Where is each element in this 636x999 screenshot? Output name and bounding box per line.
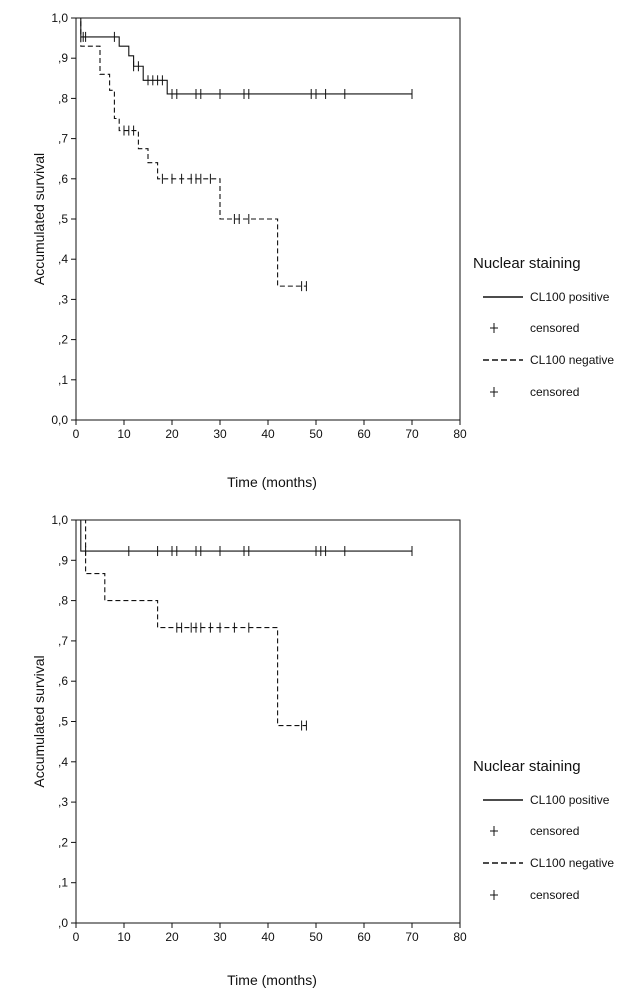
y-tick-label: ,3 — [58, 292, 68, 306]
x-tick-label: 70 — [405, 930, 419, 944]
y-tick-label: ,9 — [58, 51, 68, 65]
series-line-negative — [76, 17, 307, 287]
plot-frame — [75, 519, 461, 924]
legend-entry-label: censored — [530, 824, 579, 838]
x-tick-label: 0 — [73, 930, 80, 944]
x-tick-label: 50 — [309, 930, 323, 944]
y-tick-label: ,8 — [58, 91, 68, 105]
x-tick-label: 50 — [309, 427, 323, 441]
y-tick-label: ,4 — [58, 755, 68, 769]
y-tick-label: ,6 — [58, 172, 68, 186]
chart-panel-2: 0 10 20 30 40 50 60 70 80 ,0 ,1 ,2 ,3 ,4 ,5 ,6 ,7 ,8 ,9 1,0… — [31, 513, 614, 988]
legend-entry-label: censored — [530, 385, 579, 399]
y-tick-label: ,2 — [58, 333, 68, 347]
series-line-positive — [76, 17, 412, 95]
series-line-negative — [76, 519, 307, 727]
y-tick-label: 0,0 — [51, 413, 68, 427]
y-tick-label: ,5 — [58, 212, 68, 226]
y-tick-label: 1,0 — [51, 11, 68, 25]
y-tick-label: ,4 — [58, 252, 68, 266]
legend-entry-label: CL100 negative — [530, 353, 614, 367]
legend-title: Nuclear staining — [473, 255, 581, 272]
x-tick-label: 60 — [357, 930, 371, 944]
x-axis-title: Time (months) — [227, 474, 317, 490]
y-tick-label: 1,0 — [51, 513, 68, 527]
y-axis-title: Accumulated survival — [31, 655, 47, 787]
y-tick-label: ,6 — [58, 674, 68, 688]
x-axis-title: Time (months) — [227, 972, 317, 988]
x-tick-label: 40 — [261, 930, 275, 944]
x-tick-label: 80 — [453, 930, 467, 944]
y-tick-label: ,9 — [58, 553, 68, 567]
y-tick-label: ,7 — [58, 132, 68, 146]
y-tick-label: ,2 — [58, 835, 68, 849]
legend-entry-label: CL100 negative — [530, 856, 614, 870]
legend-entry-label: censored — [530, 888, 579, 902]
y-tick-label: ,0 — [58, 916, 68, 930]
x-tick-label: 30 — [213, 427, 227, 441]
y-tick-label: ,1 — [58, 373, 68, 387]
y-tick-label: ,7 — [58, 634, 68, 648]
y-tick-label: ,1 — [58, 876, 68, 890]
legend-title: Nuclear staining — [473, 758, 581, 775]
y-tick-label: ,3 — [58, 795, 68, 809]
y-axis-title: Accumulated survival — [31, 153, 47, 285]
legend-entry-label: CL100 positive — [530, 290, 610, 304]
legend-entry-label: censored — [530, 321, 579, 335]
x-tick-label: 20 — [165, 930, 179, 944]
x-tick-label: 60 — [357, 427, 371, 441]
x-tick-label: 10 — [117, 427, 131, 441]
x-tick-label: 40 — [261, 427, 275, 441]
chart-panel-1: 0 10 20 30 40 50 60 70 80 0,0 ,1 ,2 ,3 ,4 ,5 ,6 ,7 ,8 ,9 1,… — [31, 11, 614, 490]
y-tick-label: ,8 — [58, 594, 68, 608]
x-tick-label: 70 — [405, 427, 419, 441]
x-tick-label: 0 — [73, 427, 80, 441]
x-tick-label: 30 — [213, 930, 227, 944]
x-tick-label: 20 — [165, 427, 179, 441]
x-tick-label: 80 — [453, 427, 467, 441]
legend-entry-label: CL100 positive — [530, 793, 610, 807]
y-tick-label: ,5 — [58, 715, 68, 729]
x-tick-label: 10 — [117, 930, 131, 944]
